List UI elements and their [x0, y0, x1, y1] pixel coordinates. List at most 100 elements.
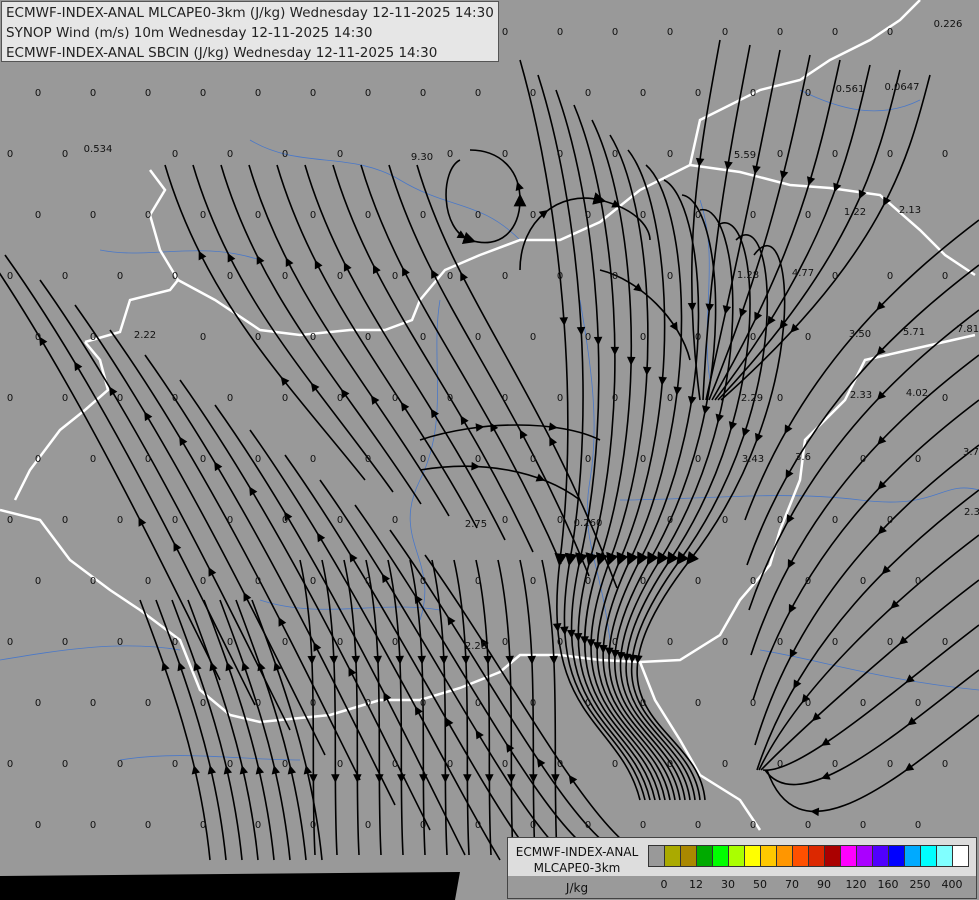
station-value: 0 [832, 149, 838, 160]
station-value: 0 [337, 393, 343, 404]
wind-arrow-icon [463, 774, 472, 783]
river [619, 487, 979, 503]
station-value: 0.0647 [885, 82, 920, 93]
map-title-box: ECMWF-INDEX-ANAL MLCAPE0-3km (J/kg) Wedn… [1, 1, 499, 62]
legend-source: ECMWF-INDEX-ANAL [515, 845, 639, 859]
station-value: 0 [35, 88, 41, 99]
wind-arrow-icon [551, 774, 560, 783]
station-value: 0 [557, 27, 563, 38]
streamline [248, 164, 450, 517]
streamline [583, 119, 661, 801]
wind-arrow-icon [739, 308, 748, 318]
station-value: 0 [420, 88, 426, 99]
station-value: 0 [392, 759, 398, 770]
station-value: 0 [200, 88, 206, 99]
streamline [343, 559, 360, 856]
station-value: 3.43 [742, 454, 764, 465]
station-value: 0 [310, 820, 316, 831]
station-value: 0 [860, 698, 866, 709]
station-value: 0 [227, 271, 233, 282]
streamline [758, 534, 979, 771]
station-value: 0 [392, 393, 398, 404]
legend-swatch [905, 846, 921, 866]
station-value: 0 [915, 820, 921, 831]
wind-arrow-icon [161, 661, 170, 672]
station-value: 2.29 [741, 393, 763, 404]
station-value: 0 [612, 637, 618, 648]
wind-arrow-icon [611, 199, 621, 208]
legend-swatch [697, 846, 713, 866]
station-value: 0 [695, 820, 701, 831]
wind-arrow-icon [519, 429, 528, 440]
wind-arrow-icon [559, 317, 569, 326]
legend-swatch [921, 846, 937, 866]
river [699, 199, 711, 381]
station-value: 0 [282, 271, 288, 282]
station-value: 2.33 [850, 390, 872, 401]
wind-arrow-icon [801, 693, 811, 704]
station-value: 0 [7, 393, 13, 404]
station-value: 0 [612, 271, 618, 282]
wind-arrow-icon [890, 599, 900, 609]
wind-arrow-icon [475, 729, 484, 740]
wind-arrow-icon [475, 423, 485, 432]
river [119, 755, 301, 761]
station-value: 0 [255, 210, 261, 221]
streamline [360, 164, 562, 565]
legend-swatch [825, 846, 841, 866]
station-value: 0 [695, 210, 701, 221]
wind-arrow-icon [273, 661, 282, 672]
legend-swatch [761, 846, 777, 866]
station-value: 0 [282, 515, 288, 526]
station-value: 0 [612, 393, 618, 404]
border-line [688, 0, 921, 166]
station-value: 0 [62, 149, 68, 160]
station-value: 0 [502, 393, 508, 404]
river [759, 649, 979, 691]
wind-arrow-icon [241, 661, 250, 672]
station-value: 0 [172, 759, 178, 770]
station-value: 0 [255, 332, 261, 343]
streamline [321, 559, 338, 856]
wind-arrow-icon [810, 807, 820, 817]
station-value: 0 [7, 515, 13, 526]
station-value: 0 [860, 454, 866, 465]
station-value: 0 [502, 149, 508, 160]
streamline [109, 329, 361, 781]
station-value: 7.81 [957, 324, 979, 335]
station-value: 0 [282, 393, 288, 404]
station-value: 0 [777, 27, 783, 38]
streamline [702, 44, 751, 401]
wind-arrow-icon [207, 765, 217, 775]
border-line [148, 169, 180, 281]
station-value: 0 [255, 88, 261, 99]
station-value: 0 [420, 454, 426, 465]
legend-tick: 400 [941, 878, 963, 891]
legend-swatch [953, 846, 968, 866]
station-value: 0 [117, 759, 123, 770]
streamline [717, 69, 901, 401]
streamline [752, 399, 979, 701]
river [99, 249, 261, 261]
streamline [746, 264, 979, 566]
station-value: 0 [860, 820, 866, 831]
wind-arrow-icon [586, 639, 596, 648]
legend-swatch [745, 846, 761, 866]
wind-arrow-icon [548, 422, 558, 431]
streamline [416, 164, 618, 589]
wind-arrow-icon [255, 765, 265, 775]
station-value: 0 [915, 698, 921, 709]
station-value: 0 [117, 515, 123, 526]
station-value: 4.77 [792, 268, 814, 279]
streamline [251, 599, 323, 861]
station-value: 0 [90, 454, 96, 465]
streamline [590, 134, 666, 801]
wind-arrow-icon [307, 655, 317, 665]
station-values: 0.226 0.561 0.0647 0.534 9.30 5.59 1.22 2.13 1.2… [7, 19, 979, 831]
wind-arrow-icon [905, 674, 915, 684]
station-value: 0 [145, 576, 151, 587]
wind-arrow-icon [833, 182, 842, 193]
wind-arrow-icon [39, 336, 48, 347]
wind-arrow-icon [779, 170, 789, 180]
streamline [720, 74, 931, 401]
